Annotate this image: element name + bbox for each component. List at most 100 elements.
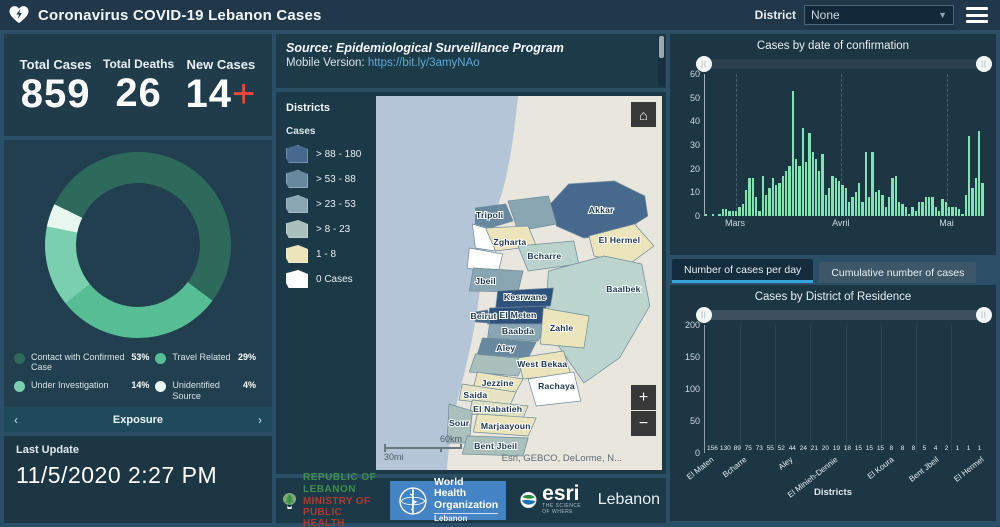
daily-bar xyxy=(931,197,934,216)
scrollbar-track[interactable] xyxy=(658,36,665,86)
district-chart-panel: Cases by District of Residence || || 0 50… xyxy=(670,285,996,521)
district-bar-column: 1 xyxy=(964,445,973,453)
bar-value-label: 18 xyxy=(843,445,851,452)
slider-track[interactable] xyxy=(704,310,984,320)
slider-handle-left[interactable]: || xyxy=(696,56,712,72)
carousel-next-icon[interactable]: › xyxy=(257,412,262,427)
district-x-label: El Hermel xyxy=(952,455,986,484)
daily-cases-chart-panel: Cases by date of confirmation || || 0 10 2… xyxy=(670,34,996,255)
slider-handle-right[interactable]: || xyxy=(976,307,992,323)
district-bar-column: 52 xyxy=(777,445,786,453)
y-tick-label: 20 xyxy=(689,163,700,174)
daily-bar xyxy=(721,208,724,216)
bar-value-label: 19 xyxy=(832,445,840,452)
district-bar-column: 19 xyxy=(832,445,841,453)
district-label: Sour xyxy=(449,418,470,428)
district-label: Rachaya xyxy=(538,381,575,391)
home-extent-button[interactable]: ⌂ xyxy=(631,102,656,127)
map-area[interactable]: Akkar Tripoli Zgharta El Hermel Bcharre Jbeil… xyxy=(376,96,662,470)
zoom-out-button[interactable]: − xyxy=(631,411,656,436)
district-select[interactable]: None ▼ xyxy=(804,5,954,25)
daily-bar xyxy=(861,201,864,216)
gridline xyxy=(810,325,812,453)
district-bar-column: 55 xyxy=(766,445,775,453)
daily-bar xyxy=(944,201,947,216)
menu-icon[interactable] xyxy=(966,7,988,23)
carousel-prev-icon[interactable]: ‹ xyxy=(14,412,18,427)
district-bar-column: 24 xyxy=(799,445,808,453)
zoom-in-button[interactable]: + xyxy=(631,385,656,410)
district-bars: 156 130 89 75 73 55 52 44 24 21 20 19 18… xyxy=(705,325,986,453)
daily-bar xyxy=(771,178,774,216)
daily-bar xyxy=(751,178,754,216)
tab-cases-per-day[interactable]: Number of cases per day xyxy=(672,259,814,283)
bar-value-label: 15 xyxy=(876,445,885,452)
mobile-version-text: Mobile Version: https://bit.ly/3amyNAo xyxy=(286,57,480,69)
daily-bar xyxy=(724,208,728,216)
gridline xyxy=(740,325,742,453)
district-chart-x-title: Districts xyxy=(813,487,852,498)
daily-bar xyxy=(871,152,874,216)
daily-bar xyxy=(901,204,904,216)
district-chart-x-labels: El Maten Bcharre Aley El Minieh-Dennie El Ko… xyxy=(685,453,986,500)
map-attribution: Esri, GEBCO, DeLorme, N... xyxy=(501,453,622,464)
daily-bar xyxy=(981,182,984,216)
legend-value: 4% xyxy=(242,380,256,391)
bar-value-label: 75 xyxy=(744,445,752,452)
bar-value-label: 1 xyxy=(977,445,982,452)
daily-bar xyxy=(774,185,778,216)
bar-value-label: 15 xyxy=(865,445,874,452)
legend-value: 14% xyxy=(131,380,150,391)
district-x-label: El Maten xyxy=(684,455,716,482)
y-tick-label: 10 xyxy=(689,187,700,198)
scrollbar-thumb[interactable] xyxy=(659,36,664,58)
y-tick-label: 40 xyxy=(689,116,700,127)
daily-bar xyxy=(898,201,901,216)
district-label: Saida xyxy=(463,390,487,400)
district-bar-column: 15 xyxy=(854,445,863,453)
y-tick-label: 0 xyxy=(694,448,700,458)
bar-value-label: 5 xyxy=(922,445,927,452)
exposure-donut-chart[interactable] xyxy=(45,151,231,338)
exposure-legend-item[interactable]: Contact with Confirmed Case 53% xyxy=(14,352,155,373)
bar-value-label: 2 xyxy=(944,445,949,452)
total-cases-value: 859 xyxy=(20,71,91,116)
tab-cumulative-cases[interactable]: Cumulative number of cases xyxy=(819,262,977,283)
daily-bar xyxy=(798,166,801,216)
district-bar-column: 44 xyxy=(788,445,797,453)
bar-value-label: 55 xyxy=(766,445,774,452)
total-deaths-label: Total Deaths xyxy=(103,57,175,71)
daily-chart-range-slider[interactable]: || || xyxy=(696,56,992,72)
page-title: Coronavirus COVID-19 Lebanon Cases xyxy=(38,6,322,24)
cedar-emblem-icon xyxy=(283,492,297,509)
daily-bar xyxy=(974,178,977,216)
daily-bar xyxy=(734,211,738,216)
exposure-legend-item[interactable]: Travel Related 29% xyxy=(155,352,262,373)
district-chart-range-slider[interactable]: || || xyxy=(696,307,992,323)
district-label: Aley xyxy=(496,343,515,353)
district-chart-y-axis: 0 50 100 150 200 xyxy=(680,320,704,458)
daily-chart-plot[interactable] xyxy=(704,74,986,216)
daily-bar xyxy=(851,197,854,216)
district-bar-column: 20 xyxy=(821,445,830,453)
y-tick-label: 0 xyxy=(694,211,700,221)
exposure-legend-item[interactable]: Under Investigation 14% xyxy=(14,380,155,401)
bar-value-label: 24 xyxy=(799,445,807,452)
daily-bar xyxy=(838,180,841,216)
slider-handle-right[interactable]: || xyxy=(976,56,992,72)
map-legend-class: > 23 - 53 xyxy=(286,195,370,213)
last-update-label: Last Update xyxy=(16,444,79,456)
daily-bar xyxy=(951,206,954,216)
bar-value-label: 21 xyxy=(810,445,818,452)
exposure-legend-item[interactable]: Unidentified Source 4% xyxy=(155,380,262,401)
district-chart-plot[interactable]: 156 130 89 75 73 55 52 44 24 21 20 19 18… xyxy=(704,325,986,453)
lebanon-map[interactable]: Akkar Tripoli Zgharta El Hermel Bcharre Jbeil… xyxy=(376,96,662,470)
slider-track[interactable] xyxy=(704,59,984,69)
total-deaths-stat: Total Deaths 26 xyxy=(103,57,174,113)
slider-handle-left[interactable]: || xyxy=(696,307,712,323)
mobile-version-link[interactable]: https://bit.ly/3amyNAo xyxy=(367,57,480,69)
bar-value-label: 89 xyxy=(733,445,741,452)
legend-class-label: > 53 - 88 xyxy=(316,173,356,185)
legend-swatch xyxy=(286,170,308,188)
daily-bar xyxy=(828,187,831,216)
